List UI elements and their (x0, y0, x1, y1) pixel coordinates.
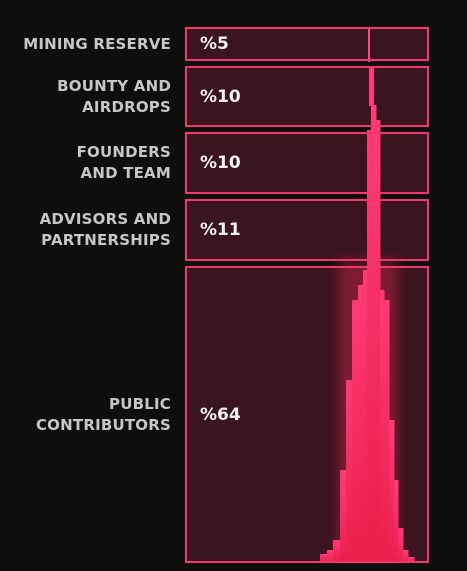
category-label-founders-and-team: FOUNDERS AND TEAM (1, 132, 171, 194)
bar-border-mining-reserve (185, 27, 429, 61)
distribution-step (389, 420, 395, 563)
category-label-mining-reserve: MINING RESERVE (1, 27, 171, 61)
distribution-step (327, 550, 334, 563)
distribution-step (398, 528, 404, 563)
distribution-step (358, 285, 364, 563)
bar-bounty-and-airdrops (185, 66, 429, 127)
distribution-step (403, 550, 409, 563)
category-label-line: AIRDROPS (82, 97, 171, 116)
distribution-step (371, 105, 377, 563)
category-label-line: AND TEAM (80, 164, 171, 182)
category-label-line: PUBLIC (109, 394, 171, 413)
category-label-advisors-and-partnerships: ADVISORS AND PARTNERSHIPS (1, 199, 171, 261)
category-label-bounty-and-airdrops: BOUNTY AND AIRDROPS (1, 66, 171, 127)
value-label-mining-reserve: %5 (200, 34, 229, 54)
distribution-step (394, 480, 399, 563)
value-label-advisors-and-partnerships: %11 (200, 220, 241, 240)
distribution-step (340, 470, 347, 563)
distribution-step (333, 540, 341, 563)
bar-mining-reserve (185, 27, 429, 61)
category-label-public-contributors: PUBLIC CONTRIBUTORS (1, 266, 171, 563)
category-label-line: PARTNERSHIPS (41, 231, 171, 249)
bar-border-advisors-and-partnerships (185, 199, 429, 261)
bar-border-bounty-and-airdrops (185, 66, 429, 127)
distribution-step (380, 290, 385, 563)
bar-border-founders-and-team (185, 132, 429, 194)
distribution-step (352, 300, 359, 563)
distribution-step (376, 120, 381, 563)
distribution-step (367, 130, 372, 563)
distribution-needle (368, 28, 370, 62)
value-label-public-contributors: %64 (200, 404, 241, 425)
bar-advisors-and-partnerships (185, 199, 429, 261)
distribution-step (369, 66, 374, 106)
distribution-step (408, 557, 415, 563)
category-label-line: MINING RESERVE (23, 34, 171, 53)
category-label-line: ADVISORS AND (39, 210, 171, 228)
category-label-line: FOUNDERS (76, 143, 171, 161)
bar-founders-and-team (185, 132, 429, 194)
distribution-step (363, 270, 368, 563)
value-label-bounty-and-airdrops: %10 (200, 86, 241, 107)
category-label-line: BOUNTY AND (57, 76, 171, 95)
distribution-step (320, 554, 328, 563)
distribution-step (346, 380, 353, 563)
value-label-founders-and-team: %10 (200, 153, 241, 173)
distribution-step (384, 300, 390, 563)
bar-border-public-contributors (185, 266, 429, 563)
category-label-line: CONTRIBUTORS (35, 415, 171, 434)
